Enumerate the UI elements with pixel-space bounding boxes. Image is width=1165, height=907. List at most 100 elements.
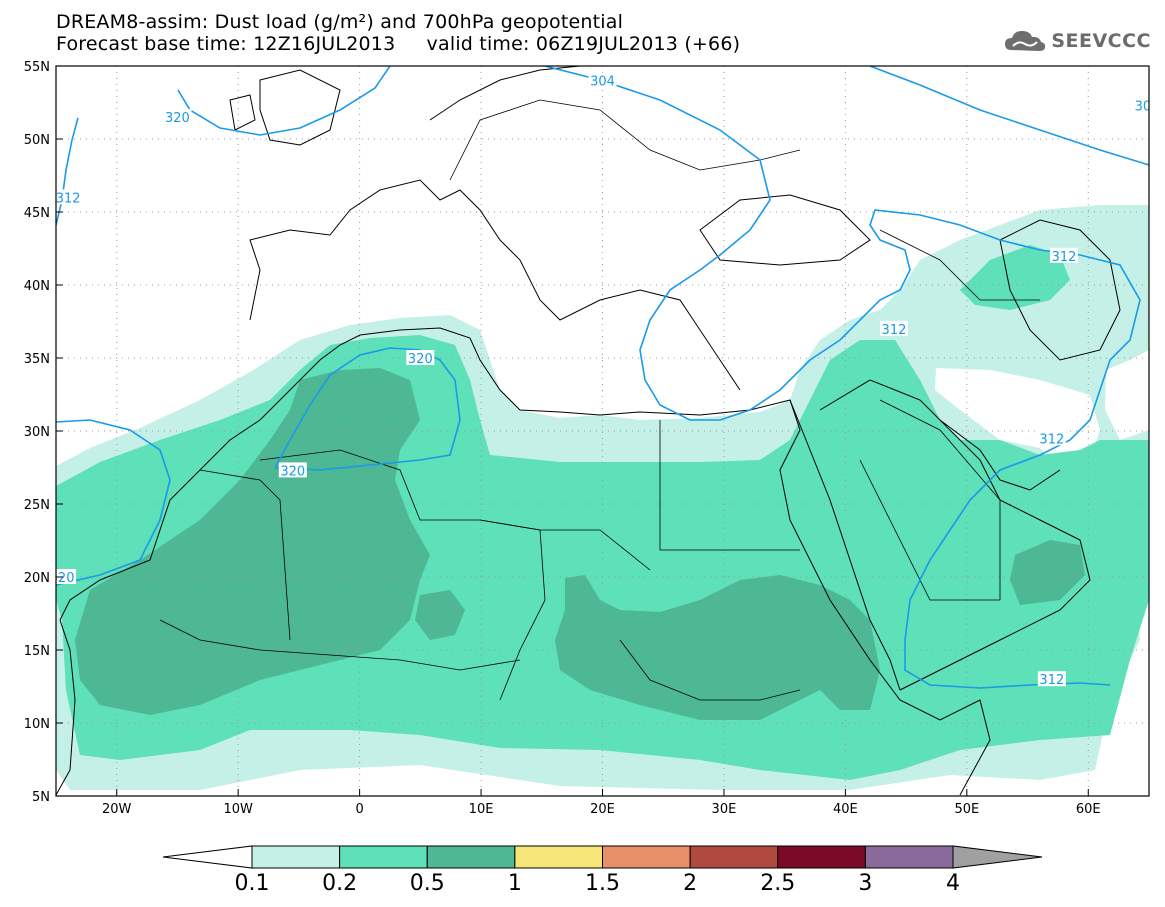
colorbar-over-arrow bbox=[952, 845, 1043, 869]
lon-tick-label: 0 bbox=[355, 802, 363, 817]
colorbar-swatch bbox=[689, 845, 779, 869]
map-title: DREAM8-assim: Dust load (g/m²) and 700hP… bbox=[56, 11, 624, 33]
lon-tick-label: 40E bbox=[833, 802, 858, 817]
contour-304 bbox=[544, 66, 1141, 689]
colorbar-level-label: 1 bbox=[507, 871, 522, 896]
lat-tick-label: 35N bbox=[24, 352, 50, 367]
lat-tick-label: 15N bbox=[24, 644, 50, 659]
dust-field-0.5-sudan bbox=[555, 575, 880, 720]
border-1 bbox=[199, 469, 291, 641]
lon-tick-label: 20W bbox=[102, 802, 132, 817]
lat-tick-label: 20N bbox=[24, 571, 50, 586]
ireland-coast bbox=[229, 94, 256, 131]
lat-tick-label: 45N bbox=[24, 206, 50, 221]
contour-320-africa bbox=[274, 347, 461, 471]
colorbar-swatch bbox=[777, 845, 866, 869]
seevccc-logo: SEEVCCC bbox=[1003, 26, 1151, 56]
contour-label-bg bbox=[1037, 671, 1066, 687]
coastlines bbox=[56, 66, 1121, 796]
contour-labels: 320 312 304 30 320 320 320 312 312 312 312 bbox=[50, 72, 1152, 688]
colorbar-swatch bbox=[864, 845, 954, 869]
dust-gap-2 bbox=[1105, 350, 1149, 440]
lat-tick-label: 5N bbox=[32, 790, 50, 805]
contour-label: 320 bbox=[50, 571, 75, 586]
colorbar-level-label: 3 bbox=[858, 871, 873, 896]
lat-tick-label: 55N bbox=[24, 60, 50, 75]
colorbar-level-label: 0.1 bbox=[234, 871, 270, 896]
contour-label-bg bbox=[879, 320, 908, 336]
colorbar-under-arrow bbox=[162, 845, 253, 869]
border-9 bbox=[449, 99, 801, 181]
cloud-icon bbox=[1005, 31, 1046, 51]
lon-tick-label: 50E bbox=[954, 802, 979, 817]
dust-field-0.5-chad bbox=[415, 590, 465, 640]
colorbar-swatch bbox=[426, 845, 516, 869]
lon-tick-label: 10E bbox=[469, 802, 494, 817]
contour-label: 320 bbox=[165, 111, 190, 126]
britain-coast bbox=[259, 69, 341, 146]
dust-field-0.5-oman bbox=[1010, 540, 1085, 605]
contour-label: 312 bbox=[882, 323, 907, 338]
colorbar-level-label: 0.2 bbox=[322, 871, 358, 896]
contour-label: 312 bbox=[1039, 673, 1064, 688]
colorbar-swatch bbox=[602, 845, 691, 869]
lon-tick-label: 20E bbox=[590, 802, 615, 817]
colorbar-level-label: 0.5 bbox=[409, 871, 445, 896]
contour-label-bg bbox=[588, 72, 617, 88]
contour-label: 312 bbox=[56, 191, 81, 206]
contour-label: 312 bbox=[1039, 432, 1064, 447]
contour-304-north bbox=[869, 66, 1149, 166]
lat-tick-label: 40N bbox=[24, 279, 50, 294]
lon-tick-label: 10W bbox=[223, 802, 253, 817]
logo-text: SEEVCCC bbox=[1051, 30, 1151, 52]
contour-label-bg bbox=[1132, 97, 1149, 113]
lat-tick-label: 10N bbox=[24, 717, 50, 732]
red-sea-coast bbox=[789, 399, 901, 691]
colorbar-swatch bbox=[251, 845, 341, 869]
axis-ticks: 20W 10W 0 10E 20E 30E 40E 50E 60E 55N 50N 45N 40N 35N… bbox=[24, 60, 1101, 817]
contour-label: 312 bbox=[1052, 250, 1077, 265]
colorbar-level-label: 2.5 bbox=[760, 871, 796, 896]
dust-field-0.2-caspian bbox=[960, 245, 1070, 310]
border-4 bbox=[659, 420, 800, 551]
lon-tick-label: 30E bbox=[712, 802, 737, 817]
contour-320-sahara bbox=[56, 419, 171, 586]
border-2 bbox=[259, 449, 651, 571]
contour-label-bg bbox=[278, 462, 307, 478]
border-5 bbox=[159, 619, 521, 671]
contour-label: 320 bbox=[408, 352, 433, 367]
border-6 bbox=[619, 639, 801, 701]
map-area: 320 312 304 30 320 320 320 312 312 312 312 bbox=[50, 66, 1152, 796]
colorbar-swatch bbox=[339, 845, 428, 869]
country-borders bbox=[159, 99, 1040, 701]
contour-label-bg bbox=[1037, 430, 1066, 446]
border-7 bbox=[879, 399, 1001, 600]
contour-320-north bbox=[177, 66, 391, 136]
border-3 bbox=[479, 519, 546, 701]
border-10 bbox=[879, 229, 1040, 301]
colorbar bbox=[162, 845, 1043, 869]
colorbar-level-label: 4 bbox=[946, 871, 960, 896]
africa-coast bbox=[56, 327, 991, 796]
contour-label-bg bbox=[56, 189, 83, 205]
contour-label: 30 bbox=[1135, 99, 1152, 114]
contour-label-bg bbox=[1049, 247, 1078, 263]
lat-tick-label: 30N bbox=[24, 425, 50, 440]
black-sea-coast bbox=[699, 194, 871, 266]
caspian-coast bbox=[999, 219, 1121, 361]
colorbar-level-label: 2 bbox=[683, 871, 698, 896]
contour-label-bg bbox=[406, 350, 435, 365]
contour-label-bg bbox=[56, 569, 77, 584]
contour-label: 320 bbox=[280, 464, 305, 479]
contour-label-bg bbox=[163, 109, 192, 125]
lat-tick-label: 50N bbox=[24, 133, 50, 148]
dust-field-0.5-west bbox=[75, 368, 430, 715]
graticule bbox=[56, 66, 1149, 796]
europe-coast bbox=[249, 179, 741, 391]
persian-gulf-coast bbox=[939, 419, 1061, 491]
colorbar-swatch bbox=[514, 845, 603, 869]
contour-label: 304 bbox=[590, 75, 615, 90]
colorbar-level-label: 1.5 bbox=[585, 871, 620, 896]
map-subtitle: Forecast base time: 12Z16JUL2013 valid t… bbox=[56, 33, 741, 55]
